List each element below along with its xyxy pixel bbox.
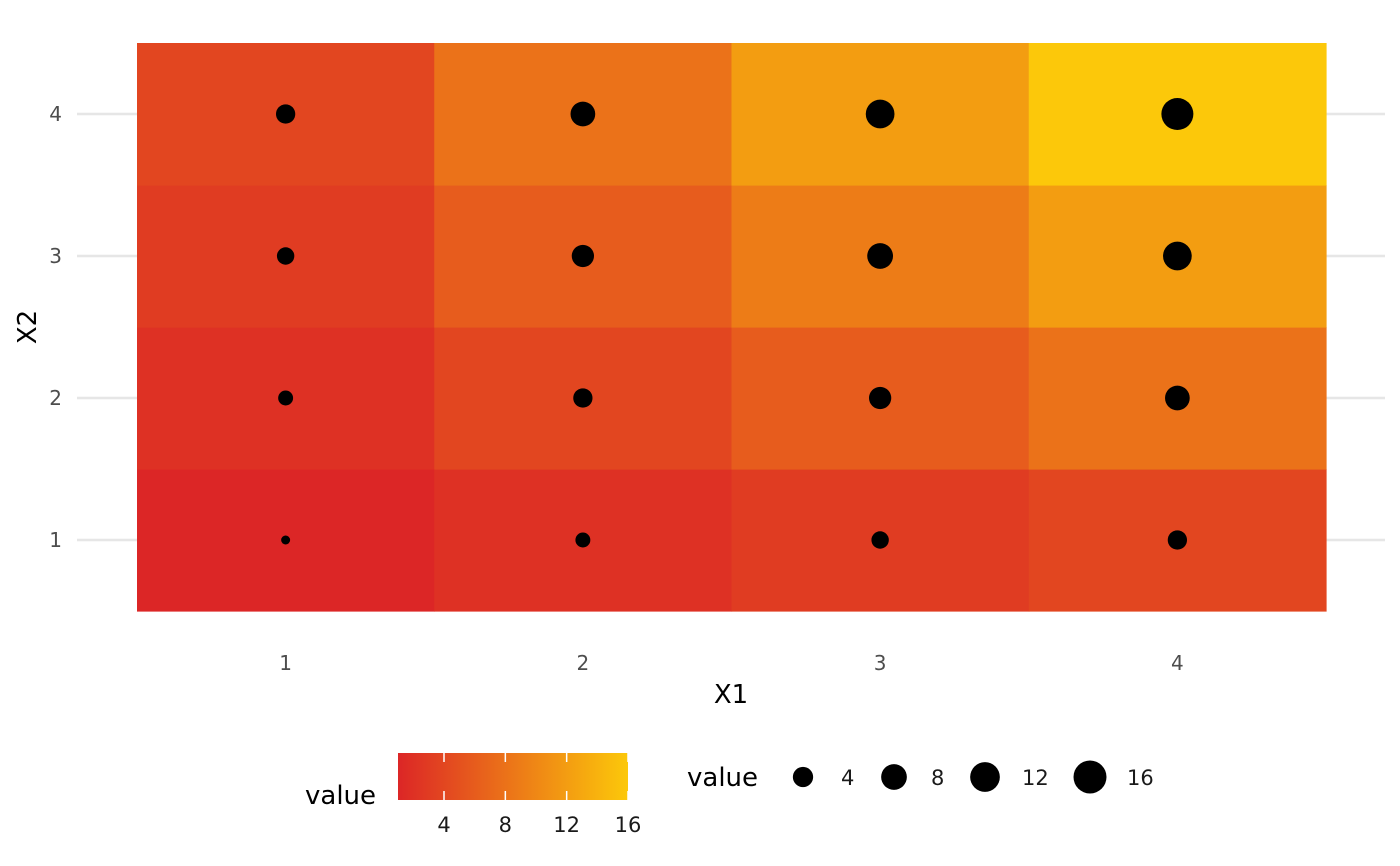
point-2-1 <box>575 532 591 548</box>
size-legend-key-8 <box>881 764 907 790</box>
size-legend-label-4: 4 <box>841 766 854 790</box>
colorbar-label-4: 4 <box>437 813 450 837</box>
size-legend-label-8: 8 <box>931 766 944 790</box>
size-legend-label-16: 16 <box>1127 766 1154 790</box>
fill-legend-title: value <box>305 781 376 811</box>
point-1-1 <box>281 535 291 545</box>
size-legend-key-12 <box>970 762 1000 792</box>
colorbar-label-12: 12 <box>553 813 580 837</box>
colorbar <box>398 753 628 800</box>
y-tick-label-4: 4 <box>49 102 62 126</box>
point-1-2 <box>278 390 294 406</box>
point-4-3 <box>1163 241 1192 271</box>
heatmap-cells <box>137 43 1327 612</box>
x-axis-title: X1 <box>714 680 748 710</box>
point-3-1 <box>871 531 889 549</box>
x-tick-label-4: 4 <box>1171 651 1184 675</box>
point-4-2 <box>1165 385 1190 411</box>
x-tick-label-3: 3 <box>874 651 887 675</box>
point-4-4 <box>1161 98 1194 130</box>
points <box>275 98 1194 550</box>
point-2-3 <box>571 244 595 268</box>
point-1-4 <box>275 104 296 124</box>
size-legend-label-12: 12 <box>1022 766 1049 790</box>
colorbar-ticks: 4 8 12 16 <box>437 753 641 837</box>
point-2-4 <box>570 101 596 127</box>
size-legend-keys: 4 8 12 16 <box>792 760 1154 794</box>
point-1-3 <box>276 247 295 265</box>
size-legend-key-16 <box>1073 760 1107 794</box>
point-3-3 <box>867 243 894 269</box>
x-axis-ticks: 1 2 3 4 <box>279 651 1183 675</box>
point-4-1 <box>1167 530 1188 550</box>
x-tick-label-1: 1 <box>279 651 292 675</box>
colorbar-label-16: 16 <box>615 813 642 837</box>
size-legend-key-4 <box>792 766 814 788</box>
point-2-2 <box>573 388 593 408</box>
size-legend: value 4 8 12 16 <box>687 760 1154 794</box>
y-axis-ticks: 1 2 3 4 <box>49 102 62 552</box>
point-3-4 <box>865 99 895 129</box>
y-tick-label-1: 1 <box>49 528 62 552</box>
y-tick-label-2: 2 <box>49 386 62 410</box>
fill-legend: value 4 8 12 16 <box>305 753 641 837</box>
y-tick-label-3: 3 <box>49 244 62 268</box>
x-tick-label-2: 2 <box>577 651 590 675</box>
size-legend-title: value <box>687 763 758 793</box>
y-axis-title: X2 <box>13 310 43 344</box>
colorbar-label-8: 8 <box>499 813 512 837</box>
point-3-2 <box>868 386 892 410</box>
